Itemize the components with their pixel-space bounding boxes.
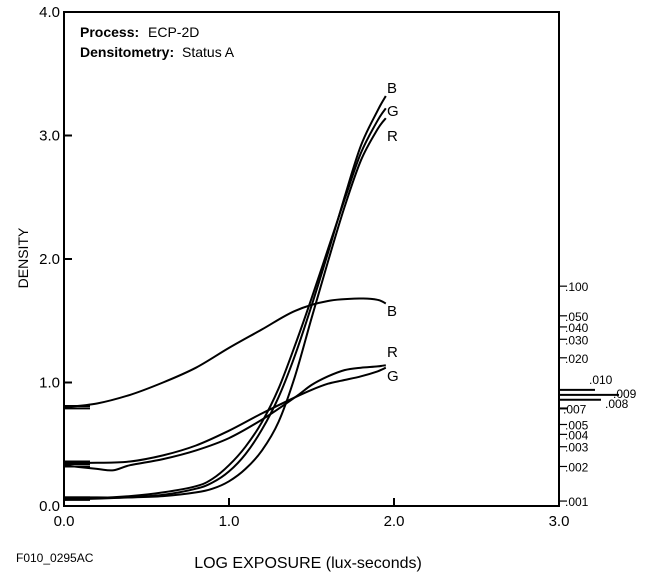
plot-border [63,11,560,507]
right-scale-label: .030 [565,333,589,347]
right-scale: .100 .050.040.030 .020.010.009.008 .007 .005… [559,280,637,509]
x-tick-label: 2.0 [384,513,405,530]
right-scale-label: .010 [589,373,613,387]
right-scale-label: .005 [565,418,589,432]
x-tick-label: 1.0 [219,513,240,530]
right-scale-label: .007 [563,402,587,416]
right-scale-label: .002 [565,460,589,474]
y-tick-label: 1.0 [39,375,60,392]
process-label: Process: [80,24,139,40]
curve-label-lower-r: R [387,344,398,361]
curve-label-lower-b: B [387,303,397,320]
x-axis-label: LOG EXPOSURE (lux-seconds) [194,555,422,572]
curve-upper-g [63,107,387,500]
curve-label-upper-g: G [387,103,399,120]
y-tick-label: 0.0 [39,498,60,515]
y-tick-label: 2.0 [39,251,60,268]
right-scale-label: .040 [565,321,589,335]
right-scale-label: .008 [605,397,629,411]
curve-upper-r [64,117,387,499]
y-tick-label: 3.0 [39,128,60,145]
densitometry-value: Status A [182,44,235,60]
curve-label-upper-r: R [387,128,398,145]
right-scale-label: .001 [565,495,589,509]
x-tick-label: 3.0 [549,513,570,530]
process-value: ECP-2D [148,24,199,40]
right-scale-label: .009 [613,387,637,401]
figure-id: F010_0295AC [16,551,94,565]
right-scale-label: .050 [565,310,589,324]
y-axis-label: DENSITY [15,227,31,288]
curve-label-upper-b: B [387,80,397,97]
curve-lower-r [63,364,386,472]
curve-lower-g [63,366,387,464]
x-tick-label: 0.0 [54,513,75,530]
curve-lower-b [63,297,387,409]
curve-label-lower-g: G [387,368,399,385]
right-scale-label: .004 [565,428,589,442]
y-tick-label: 4.0 [39,4,60,21]
right-scale-label: .003 [565,441,589,455]
right-scale-label: .100 [565,280,589,294]
plot-frame: 0.0 1.0 2.0 3.0 0.0 1.0 2.0 3.0 4.0 [39,4,569,530]
densitometry-label: Densitometry: [80,44,174,60]
right-scale-label: .020 [565,352,589,366]
